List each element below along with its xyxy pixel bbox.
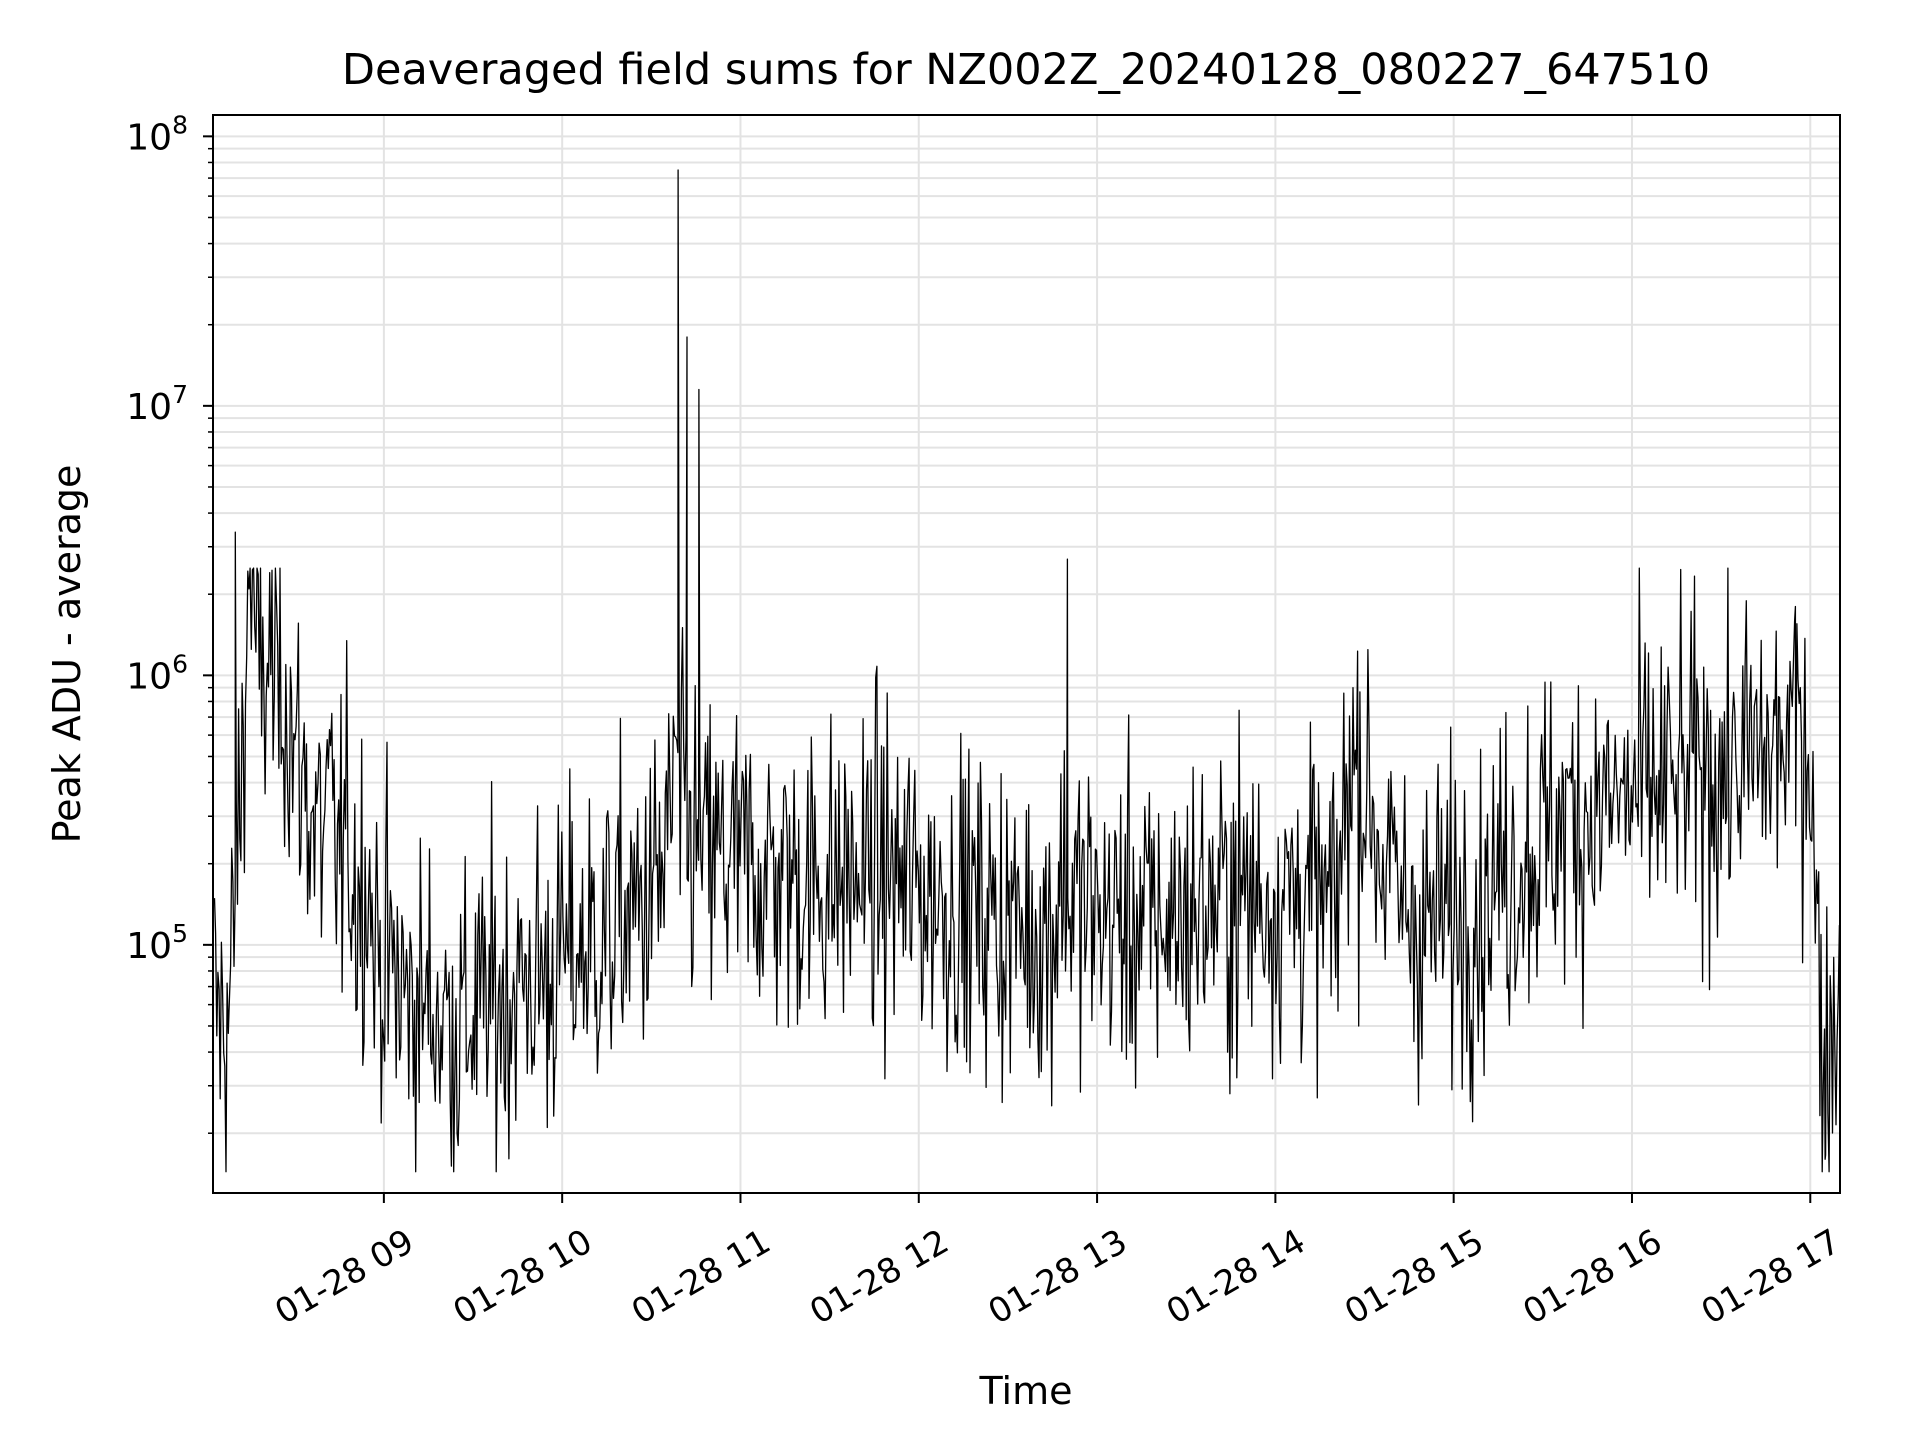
y-axis: 105 106 107 108 [126,110,213,1134]
y-axis-label: Peak ADU - average [45,465,89,844]
series-layer [213,169,1841,1173]
y-tick-label: 106 [126,649,188,697]
y-tick-label: 108 [126,110,188,158]
y-tick-label: 105 [126,919,188,967]
plot-frame [212,114,1841,1194]
series-line [213,169,1841,1173]
x-axis-label: Time [979,1369,1073,1413]
chart-title: Deaveraged field sums for NZ002Z_2024012… [342,45,1710,95]
y-tick-label: 107 [126,380,188,428]
